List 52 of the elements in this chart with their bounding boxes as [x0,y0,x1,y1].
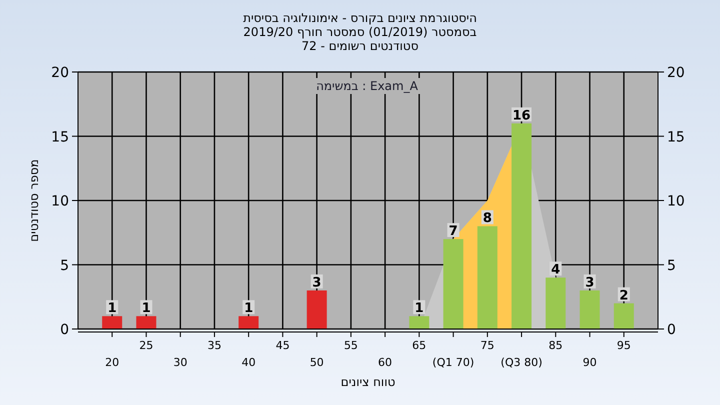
x-tick-label: 95 [616,339,631,352]
y-axis-title: מספר סטודנטים [27,159,41,242]
chart-title: היסטוגרמת ציונים בקורס - אימונולוגיה בסיסית [243,11,477,25]
x-tick-label: (Q3 80) [500,356,542,369]
data-label: 16 [512,108,531,124]
x-tick-label: 65 [412,339,426,352]
data-label: 1 [244,301,254,316]
y2-tick-label: 5 [667,258,676,274]
bar [477,226,498,329]
bar [614,303,634,329]
data-label: 3 [312,275,322,290]
y-tick-label: 5 [60,258,69,274]
bar [306,290,327,329]
bar [443,239,464,329]
data-label: 1 [108,301,117,316]
y-tick-label: 10 [51,194,69,210]
data-label: 1 [414,301,424,316]
data-label: 4 [551,262,560,278]
data-label: 2 [619,288,628,304]
x-tick-label: 45 [276,339,290,352]
x-tick-label: 85 [548,339,563,352]
y2-tick-label: 15 [667,129,685,146]
y-tick-label: 15 [51,129,69,146]
bar [546,278,566,329]
y2-tick-label: 0 [667,322,676,338]
x-tick-label: 30 [173,356,188,369]
x-tick-label: 20 [105,356,120,369]
x-axis-title: טווח ציונים [340,375,396,389]
x-tick-label: (Q1 70) [432,356,474,369]
data-label: 8 [482,211,492,226]
x-tick-label: 90 [582,356,597,369]
data-label: 3 [585,275,594,290]
x-tick-label: 25 [139,339,154,352]
y2-tick-label: 10 [667,194,685,210]
x-tick-label: 60 [378,356,392,369]
x-tick-label: 55 [344,339,358,352]
x-tick-label: 35 [207,339,222,352]
y-tick-label: 20 [51,65,69,81]
x-tick-label: 75 [480,339,494,352]
bar [102,316,122,329]
data-label: 7 [448,224,458,240]
data-label: 1 [142,301,151,316]
bar [580,290,600,329]
chart-subtitle: בסמסטר (01/2019) סמסטר חורף 2019/20 סטודנטים רשומים - 72 [243,25,477,53]
x-tick-label: 40 [242,356,256,369]
y2-tick-label: 20 [667,65,685,81]
bar [409,316,430,329]
annotation: במשימה : Exam_A [316,79,419,93]
bar [136,316,156,329]
x-tick-label: 50 [310,356,324,369]
y-tick-label: 0 [60,322,69,338]
bar [238,316,259,329]
